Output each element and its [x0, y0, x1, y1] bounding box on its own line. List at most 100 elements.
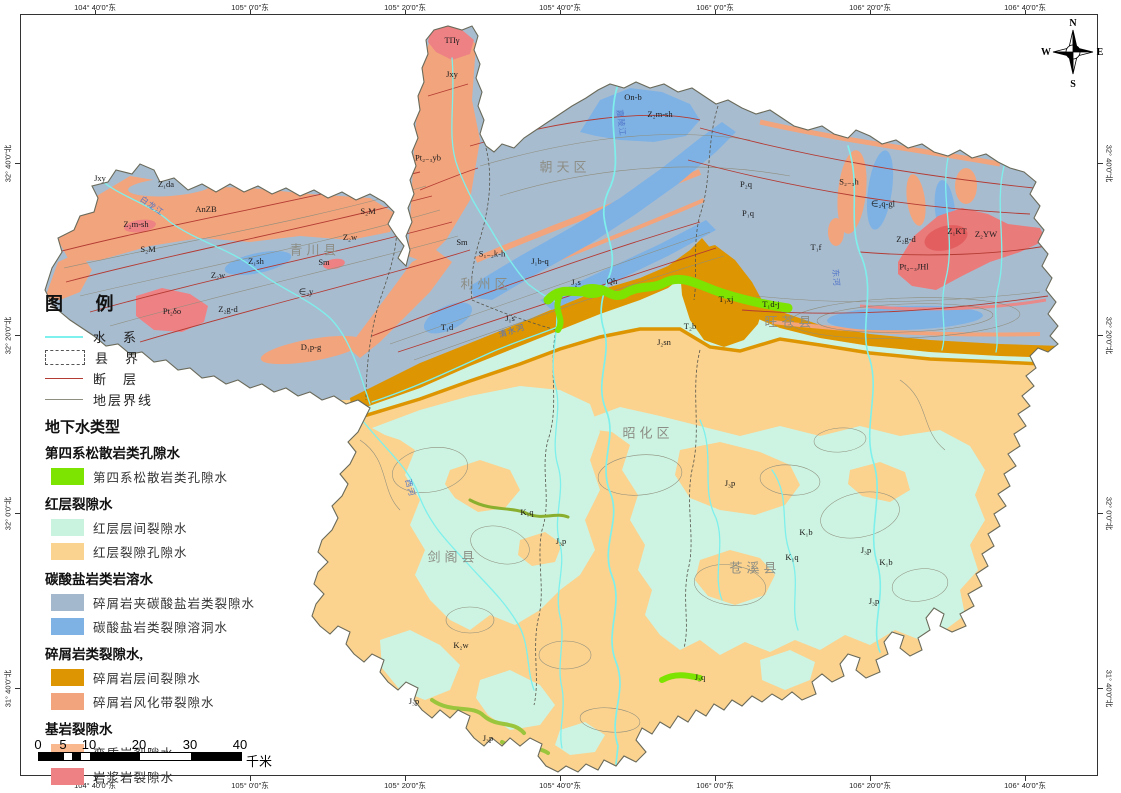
legend-line-sample: [45, 378, 83, 379]
axis-label-longitude: 104° 40'0"东: [74, 3, 116, 12]
scale-bar-segment: [39, 753, 64, 760]
geologic-unit-label: T₁xj: [718, 294, 734, 304]
geologic-unit-label: J₁s: [505, 313, 515, 323]
axis-label-longitude: 104° 40'0"东: [74, 781, 116, 790]
legend: 图 例 水 系县 界断 层地层界线 地下水类型 第四系松散岩类孔隙水 第四系松散岩…: [45, 290, 325, 788]
legend-item-label: 碎屑岩风化带裂隙水: [93, 695, 215, 710]
legend-swatch: [51, 518, 84, 536]
legend-groups: 第四系松散岩类孔隙水 第四系松散岩类孔隙水 红层裂隙水 红层层间裂隙水 红层裂隙孔隙水碳…: [45, 442, 325, 788]
scale-bar-segment: [64, 753, 72, 760]
compass-rose: N S W E: [1041, 18, 1104, 90]
legend-item: 碳酸盐岩类裂隙溶洞水: [45, 614, 325, 638]
axis-label-latitude: 32° 40'0"北: [3, 144, 13, 183]
axis-label-latitude: 32° 0'0"北: [1104, 496, 1114, 531]
geologic-unit-label: J₂s: [571, 277, 581, 287]
geologic-unit-label: P₂q: [740, 179, 752, 189]
axis-label-longitude: 106° 0'0"东: [696, 781, 734, 790]
geologic-unit-label: Z₁da: [157, 179, 175, 189]
county-label: 旺苍县: [764, 314, 816, 330]
geologic-unit-label: J₃p: [724, 478, 736, 488]
geologic-unit-label: T₁f: [810, 242, 822, 252]
axis-tick: [560, 10, 561, 15]
axis-label-latitude: 31° 40'0"北: [1104, 669, 1114, 708]
legend-swatch: [51, 668, 84, 686]
axis-tick: [1098, 335, 1103, 336]
legend-group-header: 基岩裂隙水: [45, 722, 113, 737]
legend-group-header: 碳酸盐岩类岩溶水: [45, 572, 153, 587]
scale-bar-number: 0: [34, 737, 42, 752]
legend-group-header: 红层裂隙水: [45, 497, 113, 512]
legend-line-item: 县 界: [45, 347, 325, 368]
geologic-unit-label: K₁q: [785, 552, 799, 562]
county-label: 朝天区: [539, 159, 591, 175]
scale-bar-number: 10: [81, 737, 97, 752]
legend-item-label: 碎屑岩层间裂隙水: [93, 671, 202, 686]
legend-item: 碎屑岩夹碳酸盐岩类裂隙水: [45, 590, 325, 614]
geologic-unit-label: Z₂YW: [974, 229, 998, 239]
geologic-unit-label: J₃p: [482, 733, 494, 743]
scale-bar-ticks: 0 5 10 20 30 40: [34, 737, 298, 752]
geologic-unit-label: T₂b: [683, 321, 697, 331]
region-outline: [44, 25, 1059, 773]
geologic-unit-label: K₁b: [879, 557, 893, 567]
legend-line-label: 地层界线: [93, 393, 154, 408]
geologic-unit-label: J₂sn: [657, 337, 671, 347]
geologic-unit-label: Z₂g-d: [218, 304, 238, 314]
axis-label-longitude: 105° 0'0"东: [231, 3, 269, 12]
geologic-unit-label: J₃p: [555, 536, 567, 546]
legend-line-item: 断 层: [45, 368, 325, 389]
axis-label-longitude: 105° 20'0"东: [384, 3, 426, 12]
county-label: 利州区: [460, 276, 512, 292]
legend-line-sample: [45, 399, 83, 400]
legend-swatch: [51, 767, 84, 785]
legend-item-label: 碎屑岩夹碳酸盐岩类裂隙水: [93, 596, 256, 611]
axis-tick: [1098, 163, 1103, 164]
legend-title: 图 例: [45, 294, 128, 314]
geologic-unit-label: J₃p: [860, 545, 872, 555]
axis-tick: [15, 163, 20, 164]
geologic-unit-label: Sm: [318, 257, 330, 267]
scale-bar-number: 30: [182, 737, 198, 752]
geologic-unit-label: Jxy: [94, 173, 106, 183]
scale-bar-number: 40: [232, 737, 248, 752]
geologic-unit-label: T₁d: [440, 322, 454, 332]
legend-line-item: 地层界线: [45, 389, 325, 410]
groundwater-type-title: 地下水类型: [45, 420, 121, 436]
geologic-unit-label: J₁b-q: [531, 256, 549, 266]
axis-tick: [715, 776, 716, 781]
geologic-unit-label: Z₁sh: [248, 256, 264, 266]
legend-line-sample: [45, 350, 85, 365]
geologic-unit-label: S₂₋₃h: [839, 176, 859, 187]
geologic-unit-label: Pt₂δo: [162, 306, 182, 316]
scale-bar-segment: [191, 753, 241, 760]
legend-item: 红层裂隙孔隙水: [45, 539, 325, 563]
legend-item: 岩浆岩裂隙水: [45, 764, 325, 788]
legend-item: 红层层间裂隙水: [45, 515, 325, 539]
legend-swatch: [51, 593, 84, 611]
geologic-unit-label: Sm: [456, 237, 468, 247]
legend-item: 碎屑岩风化带裂隙水: [45, 689, 325, 713]
compass-e: E: [1097, 47, 1104, 58]
geologic-unit-label: Z₂w: [210, 270, 226, 280]
legend-swatch: [51, 692, 84, 710]
geologic-unit-label: S₂M: [360, 206, 376, 216]
scale-bar-segment: [81, 753, 90, 760]
axis-label-latitude: 32° 40'0"北: [1104, 144, 1114, 183]
axis-label-longitude: 105° 40'0"东: [539, 781, 581, 790]
geologic-unit-label: S₂M: [140, 244, 156, 254]
geologic-unit-label: Z₂m-sh: [123, 219, 149, 229]
geologic-unit-label: On-b: [624, 92, 642, 102]
county-label: 苍溪县: [729, 560, 781, 576]
scale-bar-unit: 千米: [246, 754, 273, 769]
geologic-unit-label: Qh: [606, 276, 618, 286]
geologic-unit-label: Z₁KT: [947, 226, 967, 236]
axis-tick: [95, 776, 96, 781]
legend-item-label: 第四系松散岩类孔隙水: [93, 470, 229, 485]
axis-tick: [1025, 10, 1026, 15]
geologic-unit-label: D₁p-g: [300, 342, 322, 352]
axis-tick: [95, 10, 96, 15]
